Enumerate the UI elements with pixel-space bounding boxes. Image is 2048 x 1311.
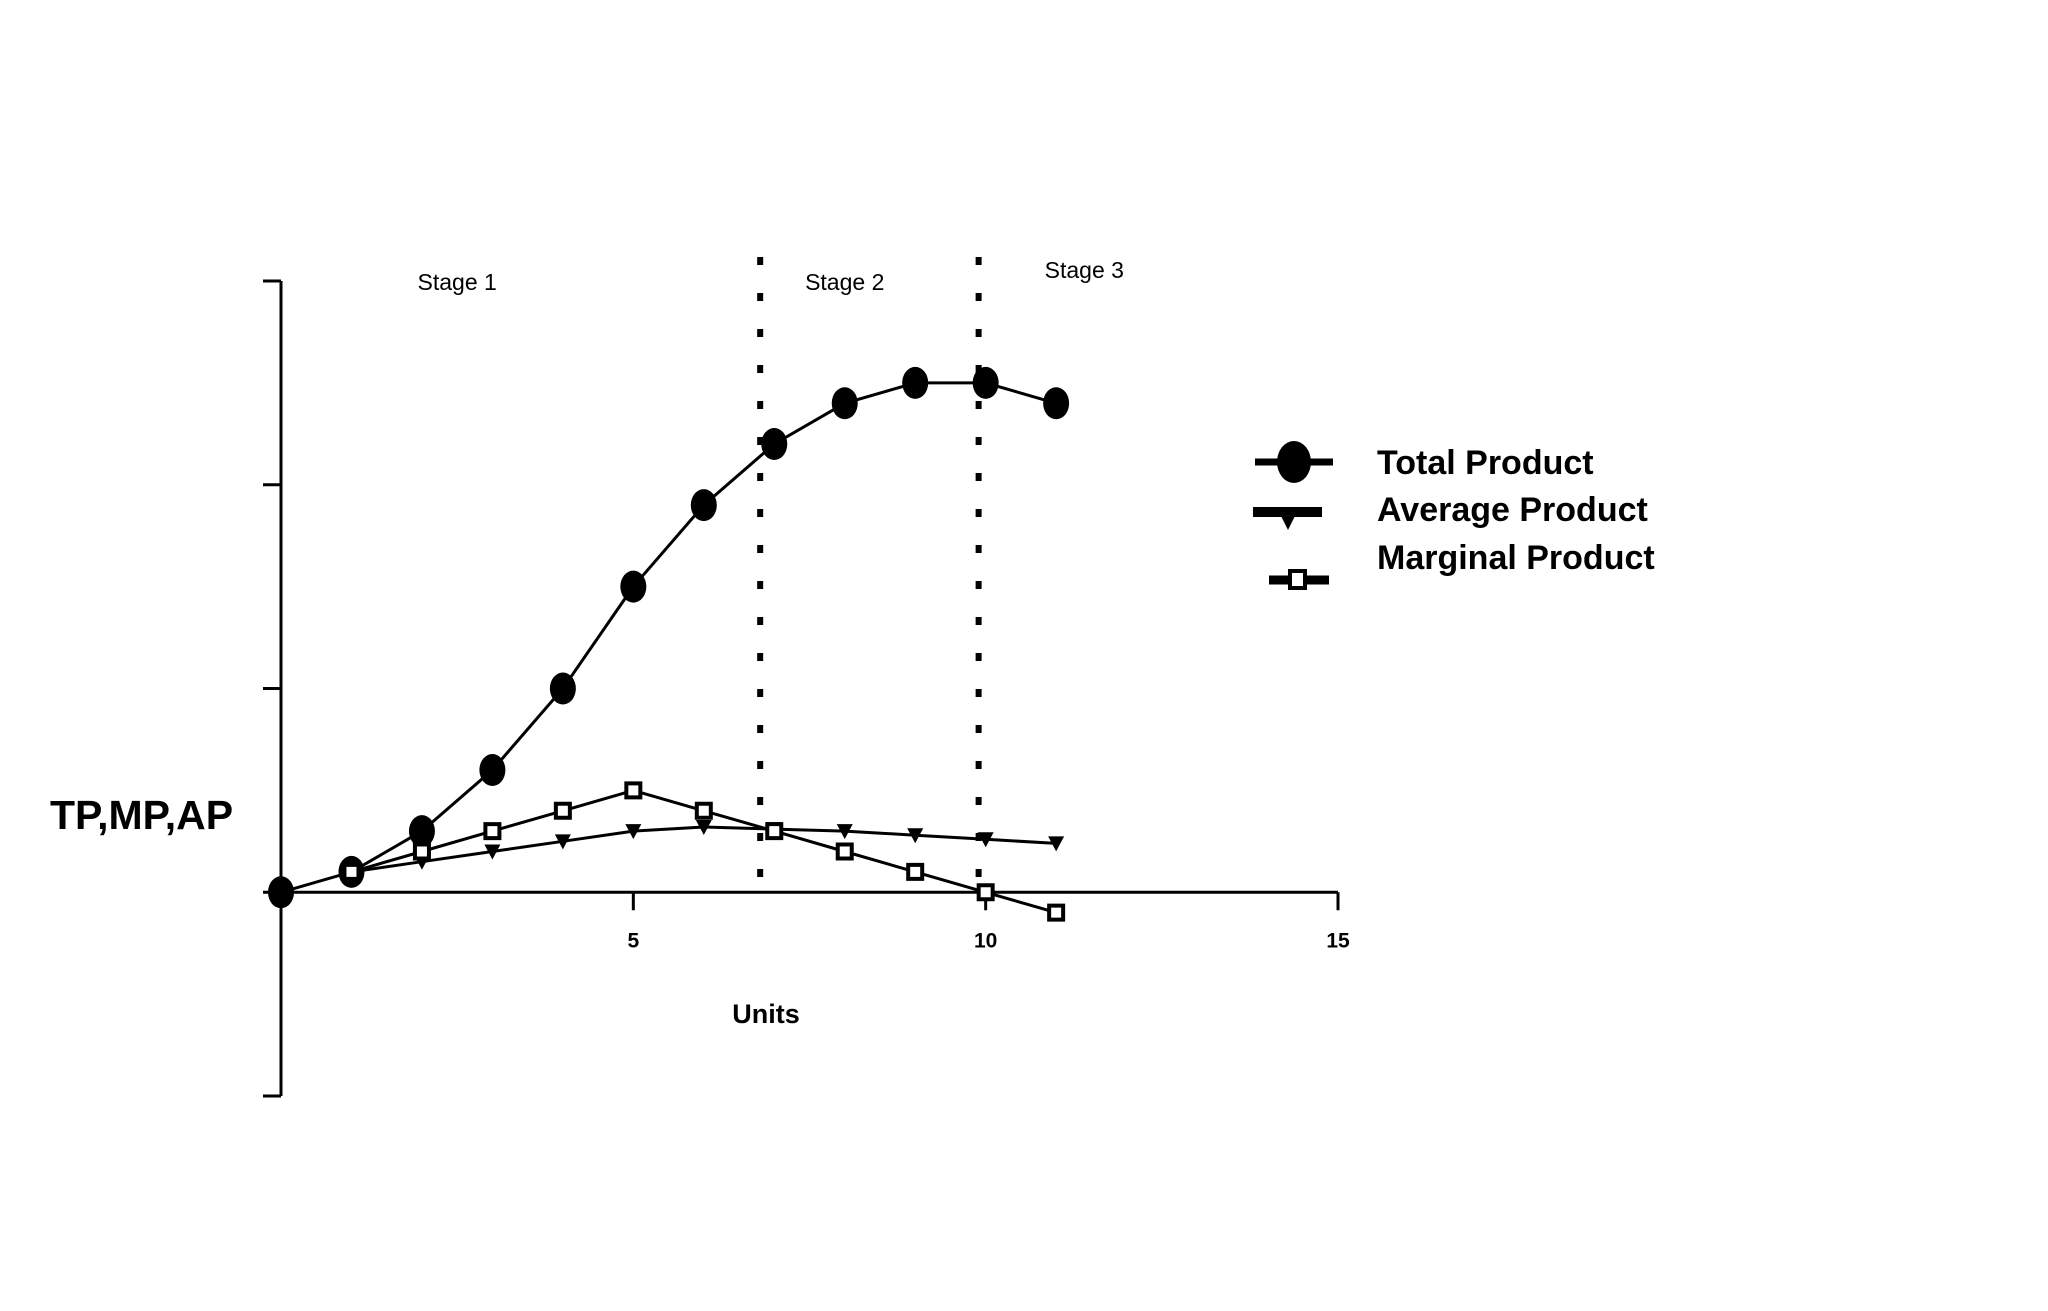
- data-point-circle: [620, 570, 647, 603]
- data-point-square: [1047, 903, 1066, 922]
- data-point-circle: [268, 876, 294, 909]
- data-point-triangle: [977, 832, 994, 848]
- data-point-square: [624, 781, 643, 800]
- data-point-triangle: [836, 824, 853, 840]
- data-point-circle: [972, 366, 999, 399]
- stage-label-2: Stage 2: [805, 269, 884, 295]
- y-axis-label: TP,MP,AP: [50, 792, 233, 838]
- data-point-square: [835, 842, 854, 861]
- legend-marker-circle-icon: [1277, 441, 1311, 483]
- data-point-triangle: [484, 844, 501, 860]
- data-point-square: [553, 801, 572, 820]
- series-layer: [268, 366, 1070, 922]
- x-tick-label: 10: [974, 929, 997, 952]
- data-point-triangle: [554, 834, 571, 850]
- legend-label-marginal-product: Marginal Product: [1377, 539, 1655, 577]
- series-total-product: [268, 366, 1070, 909]
- x-tick-label: 5: [627, 929, 639, 952]
- legend-marker-triangle-icon: [1280, 514, 1296, 530]
- x-axis-label: Units: [732, 999, 800, 1029]
- data-point-square: [483, 822, 502, 841]
- data-point-triangle: [625, 824, 642, 840]
- data-point-circle: [1043, 387, 1070, 420]
- data-point-circle: [761, 428, 788, 460]
- x-tick-label: 15: [1326, 929, 1350, 952]
- series-average-product: [343, 820, 1065, 880]
- data-point-circle: [902, 366, 929, 399]
- legend-label-average-product: Average Product: [1377, 491, 1648, 529]
- legend-item-total-product: Total Product: [1255, 441, 1594, 483]
- data-point-circle: [831, 387, 858, 420]
- stage-label-3: Stage 3: [1045, 257, 1124, 283]
- data-point-triangle: [1048, 836, 1065, 852]
- data-point-triangle: [907, 828, 924, 844]
- data-point-circle: [690, 489, 717, 522]
- legend-marker-square-icon: [1288, 569, 1307, 590]
- axes: 5 10 15: [263, 279, 1350, 1098]
- data-point-triangle: [695, 820, 712, 836]
- stage-labels: Stage 1 Stage 2 Stage 3: [418, 257, 1124, 295]
- legend-item-average-product: Average Product: [1253, 491, 1648, 530]
- data-point-square: [976, 883, 995, 902]
- data-point-circle: [408, 815, 435, 848]
- series-marginal-product: [342, 781, 1066, 922]
- stage-dividers: [757, 257, 982, 891]
- data-point-square: [694, 801, 713, 820]
- legend-item-marginal-product: Marginal Product: [1269, 539, 1655, 590]
- data-point-square: [906, 862, 925, 881]
- y-axis-ticks: [263, 279, 281, 1098]
- series-line: [280, 381, 1057, 894]
- stage-label-1: Stage 1: [418, 269, 497, 295]
- data-point-square: [342, 862, 361, 881]
- data-point-square: [765, 822, 784, 841]
- plot-area: 5 10 15 Stage 1 Stage 2 Stage 3: [263, 257, 1350, 1098]
- data-point-circle: [479, 754, 506, 786]
- legend: Total Product Average Product Marginal P…: [1253, 441, 1655, 590]
- data-point-square: [412, 842, 431, 861]
- data-point-circle: [549, 672, 576, 705]
- legend-label-total-product: Total Product: [1377, 444, 1594, 482]
